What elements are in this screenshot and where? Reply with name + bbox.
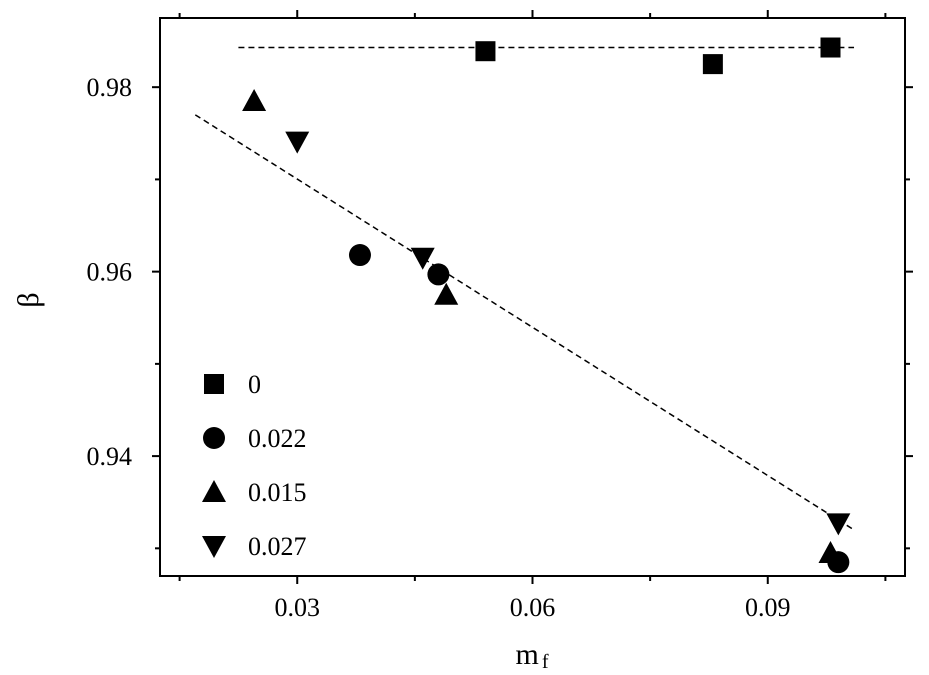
legend-label: 0.022 <box>248 424 307 453</box>
y-tick-label: 0.98 <box>87 73 133 102</box>
data-point-square <box>820 37 841 58</box>
legend-marker-circle <box>203 427 225 449</box>
fit-line-2 <box>194 114 855 531</box>
legend-label: 0.015 <box>248 478 307 507</box>
fit-lines <box>194 46 855 531</box>
data-point-triangle-down <box>285 131 310 154</box>
x-tick-label: 0.09 <box>745 593 791 622</box>
data-point-circle <box>427 263 450 286</box>
y-axis-title: β <box>12 292 45 307</box>
legend-marker-square <box>204 374 224 394</box>
x-tick-label: 0.06 <box>510 593 556 622</box>
x-axis-title-main: m <box>515 638 538 671</box>
data-point-square <box>702 54 723 75</box>
tick-labels: 0.03 0.06 0.09 0.94 0.96 0.98 <box>87 73 791 622</box>
x-tick-label: 0.03 <box>274 593 320 622</box>
legend-marker-triangle-up <box>202 480 226 502</box>
legend-label: 0 <box>248 370 261 399</box>
y-tick-label: 0.94 <box>87 442 133 471</box>
data-points <box>242 37 851 574</box>
y-tick-label: 0.96 <box>87 258 133 287</box>
data-point-triangle-down <box>410 247 435 270</box>
data-point-triangle-down <box>826 513 851 536</box>
legend-marker-triangle-down <box>202 536 226 558</box>
data-point-circle <box>348 244 371 267</box>
data-point-triangle-up <box>242 89 267 112</box>
data-point-triangle-up <box>818 540 843 563</box>
legend-label: 0.027 <box>248 532 307 561</box>
data-point-triangle-up <box>434 282 459 305</box>
x-axis-title-subscript: f <box>542 651 549 673</box>
data-point-square <box>475 41 496 62</box>
axis-ticks <box>152 10 913 584</box>
legend: 0 0.022 0.015 0.027 <box>202 370 307 561</box>
